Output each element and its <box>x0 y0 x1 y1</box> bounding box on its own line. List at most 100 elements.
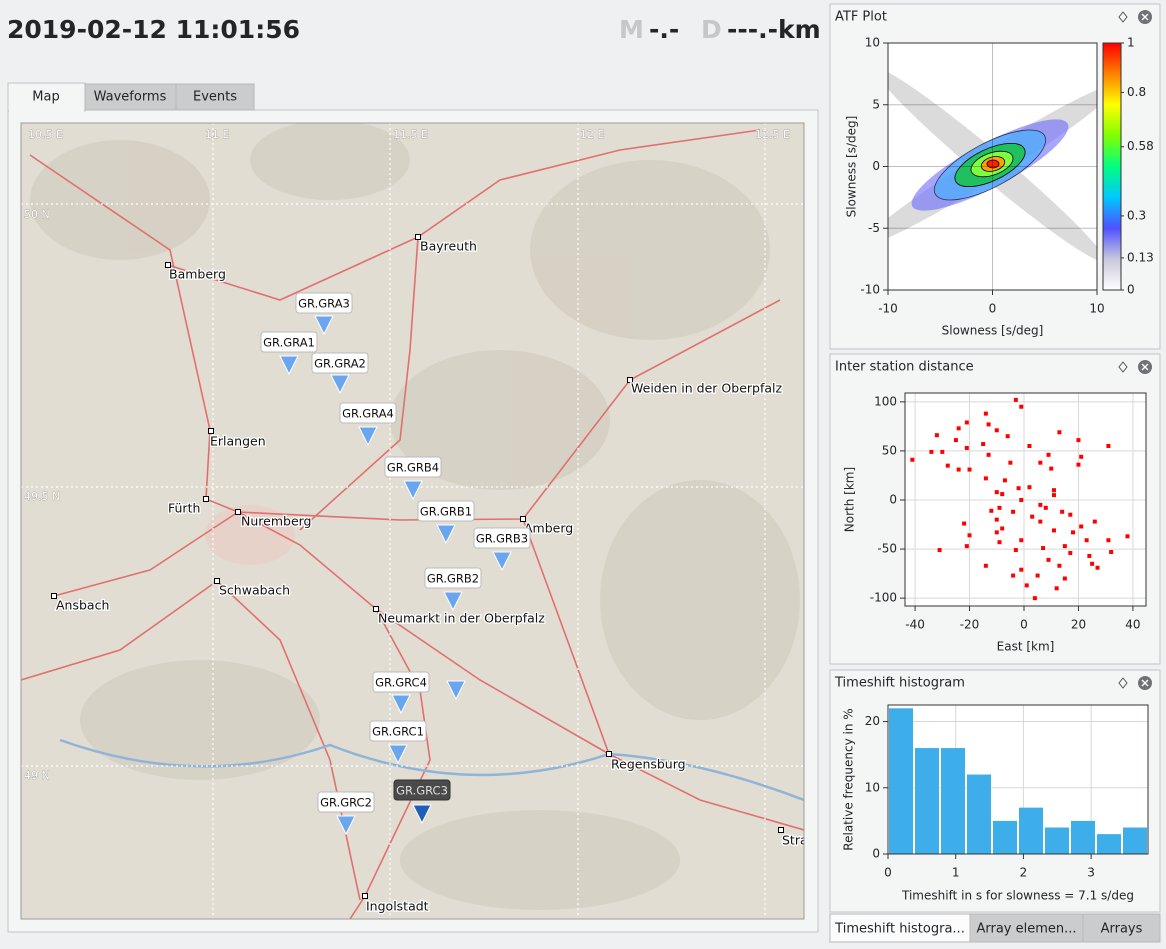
station-marker[interactable] <box>330 374 350 395</box>
station-label[interactable]: GR.GRB4 <box>387 461 439 475</box>
float-button[interactable] <box>1118 11 1128 23</box>
point <box>1019 538 1024 543</box>
bottom-tab[interactable] <box>1082 913 1161 943</box>
point <box>1106 538 1111 543</box>
station-marker[interactable] <box>388 744 408 765</box>
bar <box>967 774 991 854</box>
atf-image <box>888 43 1097 290</box>
point <box>962 521 967 526</box>
point <box>1046 452 1051 457</box>
close-icon[interactable] <box>1141 679 1149 687</box>
panel-title: Inter station distance <box>835 360 974 375</box>
station-label-box[interactable] <box>473 527 531 549</box>
station-label-box[interactable] <box>260 331 318 353</box>
station-label-box[interactable] <box>393 779 451 801</box>
station-marker[interactable] <box>279 355 299 376</box>
station-marker[interactable] <box>492 551 512 572</box>
y-tick-label: 10 <box>865 780 880 794</box>
bottom-tab-label[interactable]: Timeshift histogra... <box>834 922 965 937</box>
place-label: Ansbach <box>56 598 109 613</box>
y-tick-label: 5 <box>872 97 880 111</box>
place-marker <box>362 893 368 899</box>
station-marker[interactable] <box>336 815 356 836</box>
station-label-box[interactable] <box>369 720 427 742</box>
depth-unit: km <box>778 15 821 44</box>
station-label-box[interactable] <box>424 567 482 589</box>
panel-title: ATF Plot <box>835 10 887 25</box>
place-marker <box>235 509 241 515</box>
station-label[interactable]: GR.GRB2 <box>427 572 479 586</box>
point <box>1060 509 1065 514</box>
bottom-tab-label[interactable]: Arrays <box>1101 922 1143 937</box>
station-label[interactable]: GR.GRA2 <box>314 357 366 371</box>
terrain <box>30 123 800 910</box>
station-marker[interactable] <box>436 524 456 545</box>
tab-join <box>9 108 84 112</box>
tab-label[interactable]: Events <box>193 90 237 105</box>
point <box>1043 505 1048 510</box>
station-label[interactable]: GR.GRB3 <box>476 532 528 546</box>
float-button[interactable] <box>1118 361 1128 373</box>
y-tick-label: 0 <box>889 492 897 506</box>
point <box>1019 497 1024 502</box>
plot-frame <box>887 704 1149 855</box>
station-marker[interactable] <box>443 591 463 612</box>
bar <box>1071 820 1095 854</box>
y-tick-label: 20 <box>865 714 880 728</box>
colorbar-tick-label: 0.3 <box>1127 208 1146 222</box>
station-marker[interactable] <box>446 680 466 701</box>
station-marker[interactable] <box>412 804 432 825</box>
station-label[interactable]: GR.GRA4 <box>342 407 394 421</box>
point <box>945 463 950 468</box>
station-label-box[interactable] <box>295 292 353 314</box>
station-label[interactable]: GR.GRA3 <box>298 297 350 311</box>
station-label[interactable]: GR.GRC4 <box>375 676 427 690</box>
tab-events[interactable] <box>175 83 255 111</box>
place-marker <box>627 377 633 383</box>
point <box>1030 514 1035 519</box>
station-marker[interactable] <box>391 694 411 715</box>
tab-map[interactable] <box>7 82 86 112</box>
station-marker[interactable] <box>403 480 423 501</box>
tab-label[interactable]: Map <box>32 90 59 105</box>
point <box>1051 488 1056 493</box>
tab-waveforms[interactable] <box>84 83 177 111</box>
close-icon[interactable] <box>1141 13 1149 21</box>
station-marker[interactable] <box>358 426 378 447</box>
colorbar <box>1102 42 1122 291</box>
x-tick-label: 40 <box>1125 618 1140 632</box>
station-label[interactable]: GR.GRB1 <box>420 505 472 519</box>
event-time: 2019-02-12 11:01:56 <box>7 15 300 44</box>
x-tick-label: 1 <box>952 866 960 880</box>
point <box>964 445 969 450</box>
bottom-tab-label[interactable]: Array elemen... <box>976 922 1076 937</box>
point <box>1092 519 1097 524</box>
station-label-box[interactable] <box>372 671 430 693</box>
station-marker[interactable] <box>314 315 334 336</box>
station-label-box[interactable] <box>417 500 475 522</box>
y-tick-label: -5 <box>868 221 880 235</box>
bar <box>941 748 965 854</box>
station-label[interactable]: GR.GRC2 <box>320 796 372 810</box>
point <box>1032 596 1037 601</box>
map[interactable]: 10.5 E 11 E 11.5 E 12 E 12.5 E 50 N 49.5 N 49 N… <box>21 120 808 919</box>
point <box>983 411 988 416</box>
close-icon[interactable] <box>1141 363 1149 371</box>
station-label-box[interactable] <box>339 402 397 424</box>
station-label-box[interactable] <box>311 352 369 374</box>
point <box>997 540 1002 545</box>
point <box>1008 460 1013 465</box>
point <box>1011 509 1016 514</box>
float-button[interactable] <box>1118 677 1128 689</box>
point <box>981 442 986 447</box>
station-label-box[interactable] <box>384 456 442 478</box>
tab-label[interactable]: Waveforms <box>94 90 167 105</box>
bar <box>1019 807 1043 854</box>
place-marker <box>214 578 220 584</box>
station-label[interactable]: GR.GRA1 <box>263 336 315 350</box>
point <box>1106 444 1111 449</box>
station-label[interactable]: GR.GRC1 <box>372 725 424 739</box>
station-label-box[interactable] <box>317 791 375 813</box>
bottom-tab[interactable] <box>969 913 1084 943</box>
station-label[interactable]: GR.GRC3 <box>396 784 448 798</box>
